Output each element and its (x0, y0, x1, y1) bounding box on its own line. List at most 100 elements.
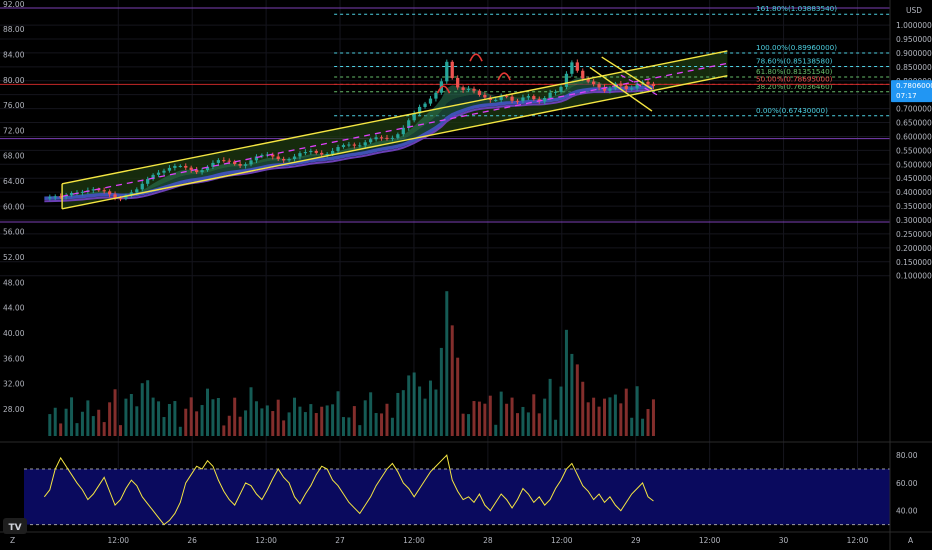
candle-body (271, 154, 275, 157)
volume-bar (151, 397, 155, 436)
candle-body (630, 88, 634, 90)
candle-body (586, 78, 590, 82)
candle-body (581, 70, 585, 79)
trend-channel[interactable] (61, 50, 728, 210)
candle-body (445, 61, 449, 82)
price-tick-label: 60.00 (3, 202, 25, 211)
usd-tick-label: 0.30000000 (896, 216, 932, 225)
volume-bar (385, 403, 389, 436)
fibonacci-levels[interactable]: 161.80%(1.03883540) 100.00%(0.89960000) 78… (0, 4, 890, 117)
candle-body (48, 197, 52, 199)
usd-tick-label: 0.15000000 (896, 258, 932, 267)
candle-body (564, 73, 569, 87)
price-tick-label: 48.00 (3, 278, 25, 287)
volume-bar (249, 387, 253, 436)
volume-bar (641, 418, 645, 436)
candles (48, 59, 656, 202)
volume-bar (108, 402, 112, 436)
fib-level-label: 78.60%(0.85138580) (756, 56, 833, 65)
last-price-tag (891, 80, 932, 103)
candle-body (450, 61, 454, 78)
volume-bar (64, 408, 68, 436)
volume-bar (472, 401, 476, 436)
volume-bar (461, 413, 465, 436)
candle-body (80, 191, 85, 193)
candle-body (543, 98, 547, 102)
volume-bar (439, 347, 443, 436)
auto-scale-label: A (908, 536, 914, 545)
volume-bar (70, 397, 74, 436)
candle-body (200, 170, 204, 173)
volume-bar (336, 391, 340, 436)
last-price-label: 0.78060000 (896, 81, 932, 90)
price-tick-label: 88.00 (3, 25, 25, 34)
volume-bar (646, 409, 650, 436)
tv-logo: TV (8, 523, 21, 533)
volume-bar (222, 425, 226, 436)
candle-body (608, 88, 612, 91)
volume-bar (592, 397, 596, 436)
volume-bar (211, 399, 215, 436)
volume-bar (380, 413, 384, 436)
shoulder-arc (497, 72, 511, 81)
candle-body (336, 147, 340, 151)
volume-bar (113, 389, 117, 436)
candle-body (113, 194, 117, 199)
volume-bar (603, 398, 607, 436)
volume-bar (358, 425, 362, 436)
currency-label: USD (906, 6, 922, 15)
volume-bar (282, 420, 286, 436)
volume-bar (135, 406, 139, 436)
usd-tick-label: 0.55000000 (896, 146, 932, 155)
candle-body (423, 103, 427, 107)
candle-body (124, 195, 128, 199)
volume-bar (407, 375, 411, 436)
volume-bar (434, 389, 438, 436)
candle-body (494, 99, 498, 101)
volume-bar (418, 386, 422, 436)
candle-body (325, 154, 329, 155)
price-tick-label: 72.00 (3, 126, 25, 135)
candle-body (597, 84, 601, 88)
candle-body (184, 165, 188, 168)
horizontal-level-lines (0, 7, 890, 223)
volume-bar (499, 391, 503, 436)
volume-bar (216, 398, 220, 436)
pullback-lower-line (589, 66, 653, 112)
volume-bar (608, 397, 612, 436)
volume-bar (363, 400, 367, 436)
volume-bar (570, 353, 574, 436)
volume-bar (630, 417, 634, 436)
shoulder-arc (469, 53, 483, 62)
volume-bar (548, 378, 552, 436)
volume-bar (200, 405, 204, 436)
ema-line-purple (44, 89, 654, 203)
volume-bar (352, 406, 356, 436)
volume-bar (390, 417, 394, 436)
volume-bar (293, 397, 297, 436)
volume-bar (129, 394, 133, 436)
volume-bar (450, 325, 454, 436)
candle-body (602, 87, 607, 91)
volume-bar (178, 426, 182, 436)
candle-body (358, 145, 362, 147)
candle-body (140, 183, 144, 190)
volume-bar (510, 397, 514, 436)
volume-bar (494, 424, 498, 436)
volume-bar (173, 401, 177, 436)
usd-tick-label: 0.95000000 (896, 35, 932, 44)
candle-body (129, 192, 133, 196)
volume-bar (564, 329, 568, 436)
shoulder-arc (436, 85, 451, 94)
usd-tick-label: 0.10000000 (896, 272, 932, 281)
volume-bar (445, 291, 449, 436)
candle-body (428, 98, 433, 104)
channel-upper-line (61, 50, 728, 185)
candle-body (385, 137, 389, 139)
candle-body (173, 165, 177, 168)
volume-bar (347, 417, 351, 436)
candle-body (407, 120, 411, 128)
time-tick-label: 28 (483, 536, 493, 545)
usd-tick-label: 1.00000000 (896, 21, 932, 30)
